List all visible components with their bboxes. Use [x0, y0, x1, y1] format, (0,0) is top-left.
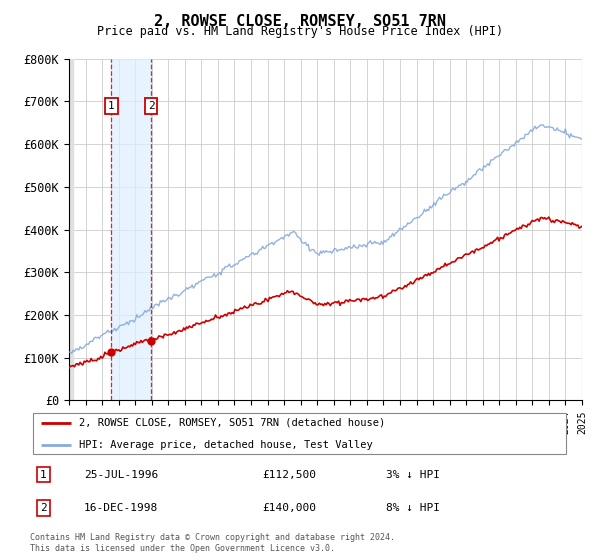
Text: Contains HM Land Registry data © Crown copyright and database right 2024.
This d: Contains HM Land Registry data © Crown c…	[30, 533, 395, 553]
Text: 8% ↓ HPI: 8% ↓ HPI	[386, 503, 440, 513]
Text: 1: 1	[108, 101, 115, 111]
Text: £112,500: £112,500	[262, 470, 316, 479]
Text: 2, ROWSE CLOSE, ROMSEY, SO51 7RN (detached house): 2, ROWSE CLOSE, ROMSEY, SO51 7RN (detach…	[79, 418, 385, 428]
Text: £140,000: £140,000	[262, 503, 316, 513]
FancyBboxPatch shape	[33, 413, 566, 454]
Text: Price paid vs. HM Land Registry's House Price Index (HPI): Price paid vs. HM Land Registry's House …	[97, 25, 503, 38]
Text: HPI: Average price, detached house, Test Valley: HPI: Average price, detached house, Test…	[79, 440, 373, 450]
Text: 1: 1	[40, 470, 47, 479]
Bar	[112, 59, 151, 400]
Text: 2: 2	[40, 503, 47, 513]
Text: 25-JUL-1996: 25-JUL-1996	[84, 470, 158, 479]
Text: 16-DEC-1998: 16-DEC-1998	[84, 503, 158, 513]
Bar	[69, 59, 74, 400]
Text: 3% ↓ HPI: 3% ↓ HPI	[386, 470, 440, 479]
Text: 2: 2	[148, 101, 154, 111]
Text: 2, ROWSE CLOSE, ROMSEY, SO51 7RN: 2, ROWSE CLOSE, ROMSEY, SO51 7RN	[154, 14, 446, 29]
